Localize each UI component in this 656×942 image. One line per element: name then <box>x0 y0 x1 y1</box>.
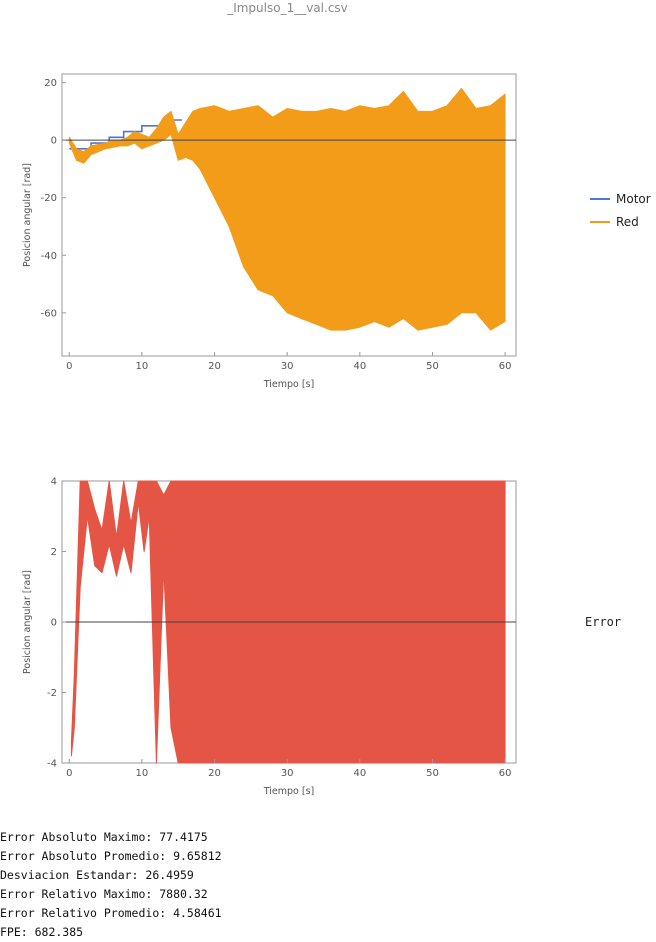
stat-line-fpe: FPE: 682.385 <box>0 925 84 939</box>
error-chart-y-tick-label: -4 <box>47 759 57 770</box>
position-chart-y-tick-label: -40 <box>41 251 57 262</box>
position-chart-x-tick-label: 60 <box>499 361 512 372</box>
position-chart-x-axis-label: Tiempo [s] <box>263 379 314 390</box>
legend-item-motor: Motor <box>590 187 651 210</box>
error-chart-y-tick-label: 2 <box>51 547 57 558</box>
legend-label-motor: Motor <box>616 191 651 206</box>
position-chart-y-tick-label: -20 <box>41 193 57 204</box>
position-chart-y-tick-label: 20 <box>44 78 57 89</box>
error-chart-y-tick-label: -2 <box>47 688 57 699</box>
position-chart-x-tick-label: 50 <box>426 361 439 372</box>
position-chart-x-tick-label: 20 <box>208 361 221 372</box>
legend-label-red: Red <box>616 214 639 229</box>
error-chart-y-tick-label: 0 <box>51 618 57 629</box>
error-chart-x-tick-label: 50 <box>426 768 439 779</box>
position-chart-x-tick-label: 10 <box>136 361 149 372</box>
error-chart-x-tick-label: 40 <box>353 768 366 779</box>
position-chart-y-axis-label: Posicion angular [rad] <box>22 163 33 267</box>
error-chart-x-tick-label: 10 <box>136 768 149 779</box>
stat-line-max-abs-error: Error Absoluto Maximo: 77.4175 <box>0 830 208 844</box>
error-chart-y-tick-label: 4 <box>51 477 57 488</box>
error-chart-x-axis-label: Tiempo [s] <box>263 786 314 797</box>
position-chart-x-tick-label: 0 <box>66 361 72 372</box>
error-statistics: Error Absoluto Maximo: 77.4175 Error Abs… <box>0 828 222 942</box>
stat-line-std-dev: Desviacion Estandar: 26.4959 <box>0 868 194 882</box>
position-chart-x-tick-label: 40 <box>353 361 366 372</box>
position-chart-legend: Motor Red <box>590 187 651 233</box>
stat-line-mean-abs-error: Error Absoluto Promedio: 9.65812 <box>0 849 222 863</box>
position-chart-series-red <box>68 87 506 331</box>
position-chart-x-tick-label: 30 <box>281 361 294 372</box>
position-chart-y-tick-label: -60 <box>41 308 57 319</box>
position-chart-y-tick-label: 0 <box>51 136 57 147</box>
position-chart-plot-frame <box>61 73 517 357</box>
legend-swatch-motor <box>590 197 610 200</box>
legend-item-red: Red <box>590 210 651 233</box>
position-chart: 0 10 20 30 40 50 60 20 0 -20 -40 -60 Tiempo [s] Posic… <box>22 73 517 390</box>
error-chart-x-tick-label: 0 <box>66 768 72 779</box>
stat-line-mean-rel-error: Error Relativo Promedio: 4.58461 <box>0 906 222 920</box>
stat-line-max-rel-error: Error Relativo Maximo: 7880.32 <box>0 887 208 901</box>
page-title: _Impulso_1__val.csv <box>227 1 348 15</box>
error-chart-legend-label: Error <box>585 615 622 629</box>
error-chart-y-axis-label: Posicion angular [rad] <box>22 570 33 674</box>
legend-swatch-red <box>590 220 610 223</box>
error-chart-x-tick-label: 30 <box>281 768 294 779</box>
error-chart-x-tick-label: 20 <box>208 768 221 779</box>
error-chart-x-tick-label: 60 <box>499 768 512 779</box>
